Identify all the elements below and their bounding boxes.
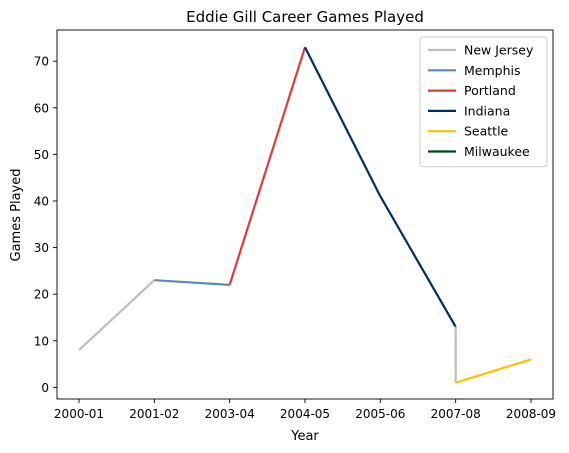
legend-label-new-jersey: New Jersey — [464, 43, 534, 58]
plot-frame — [56, 29, 554, 400]
y-tick-label: 40 — [34, 194, 49, 208]
x-tick-label: 2005-06 — [355, 407, 405, 421]
y-tick-label: 50 — [34, 148, 49, 162]
series-line-indiana-3 — [304, 46, 457, 328]
axes: 2000-01 2001-02 2003-04 2004-05 2005-06 2007-… — [34, 55, 556, 421]
plot-area — [78, 46, 532, 384]
x-tick-label: 2000-01 — [54, 407, 104, 421]
x-tick-label: 2004-05 — [280, 407, 330, 421]
legend-label-portland: Portland — [464, 83, 516, 98]
chart-title: Eddie Gill Career Games Played — [186, 8, 424, 26]
y-axis-label: Games Played — [9, 169, 24, 262]
x-tick-label: 2008-09 — [506, 407, 556, 421]
legend-label-indiana: Indiana — [464, 103, 510, 118]
legend: New Jersey Memphis Portland Indiana Seattle M… — [419, 36, 548, 168]
series-line-new-jersey-0 — [78, 279, 156, 351]
legend-label-memphis: Memphis — [464, 63, 521, 78]
series-line-memphis-1 — [154, 279, 230, 286]
y-tick-label: 20 — [34, 288, 49, 302]
y-tick-label: 0 — [41, 381, 49, 395]
x-tick-label: 2001-02 — [129, 407, 179, 421]
x-tick-label: 2003-04 — [205, 407, 255, 421]
series-line-seattle-5 — [455, 358, 532, 384]
legend-label-milwaukee: Milwaukee — [464, 144, 530, 159]
y-tick-label: 60 — [34, 101, 49, 115]
y-tick-label: 70 — [34, 55, 49, 69]
y-tick-label: 10 — [34, 334, 49, 348]
x-tick-label: 2007-08 — [431, 407, 481, 421]
y-tick-label: 30 — [34, 241, 49, 255]
legend-label-seattle: Seattle — [464, 124, 509, 139]
series-line-portland-2 — [228, 46, 307, 286]
x-axis-label: Year — [290, 429, 319, 444]
